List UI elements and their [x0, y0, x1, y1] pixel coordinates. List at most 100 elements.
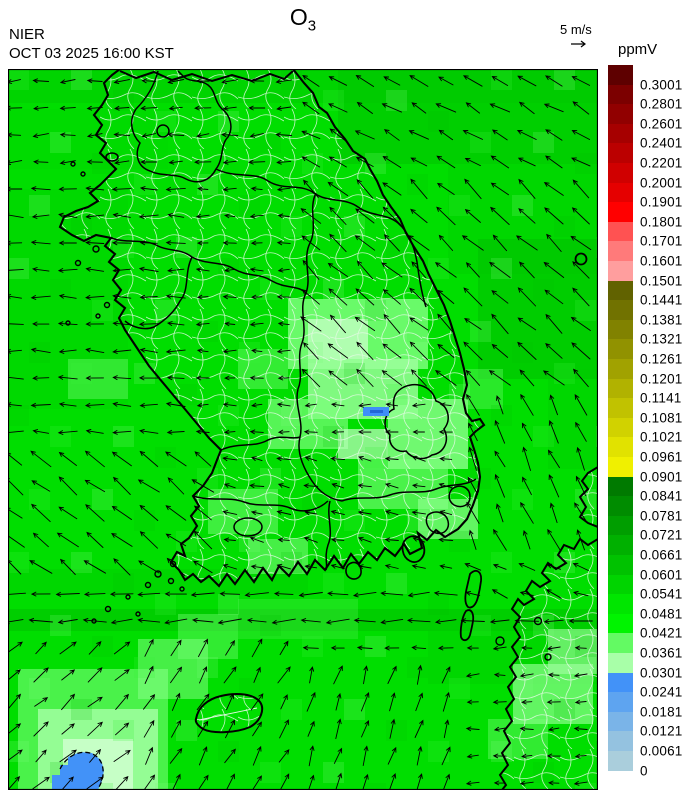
raster-cell — [281, 699, 302, 720]
colorbar-segment — [608, 417, 633, 438]
colorbar-tick-label: 0.2001 — [640, 175, 683, 191]
colorbar-segment — [608, 751, 633, 771]
colorbar-tick-label: 0.1201 — [640, 371, 683, 387]
colorbar-segment — [608, 535, 633, 555]
title-species-subscript: 3 — [307, 17, 317, 35]
colorbar-segment — [608, 143, 633, 163]
raster-cell — [470, 132, 491, 153]
colorbar-tick-label: 0.2801 — [640, 96, 683, 112]
colorbar-segment — [608, 359, 633, 379]
page-title: O3 — [290, 4, 316, 35]
raster-cell — [428, 594, 449, 615]
wind-scale-label: 5 m/s — [560, 22, 592, 37]
raster-cell — [512, 489, 533, 510]
raster-cell — [428, 258, 449, 279]
colorbar-segment — [608, 633, 633, 653]
concentration-patch — [338, 69, 598, 164]
raster-cell — [218, 741, 239, 762]
unit-label: ppmV — [618, 41, 658, 58]
raster-cell — [386, 720, 407, 741]
colorbar-tick-label: 0.0481 — [640, 606, 683, 622]
raster-cell — [50, 132, 71, 153]
colorbar-tick-label: 0.0121 — [640, 723, 683, 739]
raster-cell — [155, 447, 176, 468]
raster-cell — [512, 195, 533, 216]
jeju-county-line — [198, 707, 258, 721]
colorbar-segment — [608, 163, 633, 183]
colorbar-segment — [608, 672, 633, 693]
raster-cell — [554, 69, 575, 90]
colorbar-segment — [608, 398, 633, 418]
colorbar-segment — [608, 319, 633, 340]
colorbar-tick-label: 0.0601 — [640, 567, 683, 583]
raster-cell — [491, 405, 512, 426]
raster-cell — [470, 615, 491, 636]
colorbar-tick-label: 0.1901 — [640, 194, 683, 210]
raster-cell — [71, 69, 92, 90]
raster-cell — [533, 132, 554, 153]
raster-cell — [29, 489, 50, 510]
concentration-patch — [238, 599, 358, 639]
colorbar-tick-label: 0.3001 — [640, 77, 683, 93]
raster-cell — [344, 699, 365, 720]
namhae-island — [345, 561, 362, 580]
colorbar-segment — [608, 613, 633, 634]
raster-cell — [29, 342, 50, 363]
colorbar-tick-label: 0.1081 — [640, 410, 683, 426]
wind-scale-arrow-icon — [571, 40, 586, 48]
raster-cell — [8, 552, 29, 573]
province-boundaries — [110, 70, 477, 571]
colorbar-segment — [608, 437, 633, 457]
tsushima-island — [459, 570, 482, 642]
low-ozone-area-southwest-sea — [52, 751, 104, 790]
colorbar-tick-label: 0.2601 — [640, 116, 683, 132]
colorbar-tick-label: 0.1141 — [640, 390, 682, 406]
concentration-patch — [548, 369, 598, 469]
colorbar-segment — [608, 731, 633, 751]
mainland-korea-coastline — [58, 69, 486, 588]
colorbar-tick-label: 0.0241 — [640, 684, 683, 700]
timestamp-label: OCT 03 2025 16:00 KST — [9, 45, 174, 62]
honshu-edge-coastline — [578, 465, 598, 529]
colorbar-segment — [608, 84, 633, 105]
raster-cell — [134, 510, 155, 531]
raster-cell — [8, 258, 29, 279]
raster-cell — [386, 90, 407, 111]
raster-cell — [386, 573, 407, 594]
raster-cell — [71, 552, 92, 573]
colorbar-segment — [608, 555, 633, 575]
raster-cell — [365, 783, 386, 790]
colorbar-segment — [608, 594, 633, 614]
colorbar-tick-label: 0.1701 — [640, 233, 683, 249]
colorbar-segment — [608, 378, 633, 399]
raster-cell — [407, 657, 428, 678]
title-species: O — [289, 4, 308, 30]
colorbar-tick-label: 0.0961 — [640, 449, 683, 465]
raster-cell — [218, 594, 239, 615]
concentration-patch — [68, 359, 128, 399]
wind-vector-arrows — [8, 74, 593, 790]
colorbar-legend: 0.3001 0.2801 0.2601 0.2401 0.2201 0.2001 0.19… — [608, 65, 692, 778]
map-border — [8, 69, 598, 790]
raster-cell — [197, 657, 218, 678]
colorbar-segment — [608, 104, 633, 124]
raster-cell — [554, 363, 575, 384]
colorbar-segment — [608, 692, 633, 712]
raster-cell — [428, 111, 449, 132]
raster-cell — [260, 762, 281, 783]
map-canvas — [8, 69, 598, 790]
raster-cell — [113, 573, 134, 594]
colorbar-segment — [608, 280, 633, 301]
raster-cell — [491, 552, 512, 573]
colorbar-tick-label: 0.0361 — [640, 645, 683, 661]
raster-cell — [365, 636, 386, 657]
raster-cell — [512, 342, 533, 363]
colorbar-segment — [608, 496, 633, 516]
colorbar-tick-label: 0.0541 — [640, 586, 683, 602]
raster-cell — [176, 720, 197, 741]
colorbar-tick-label: 0.0061 — [640, 743, 683, 759]
raster-cell — [155, 783, 176, 790]
colorbar-segment — [608, 221, 633, 242]
colorbar-tick-label: 0.0301 — [640, 665, 683, 681]
